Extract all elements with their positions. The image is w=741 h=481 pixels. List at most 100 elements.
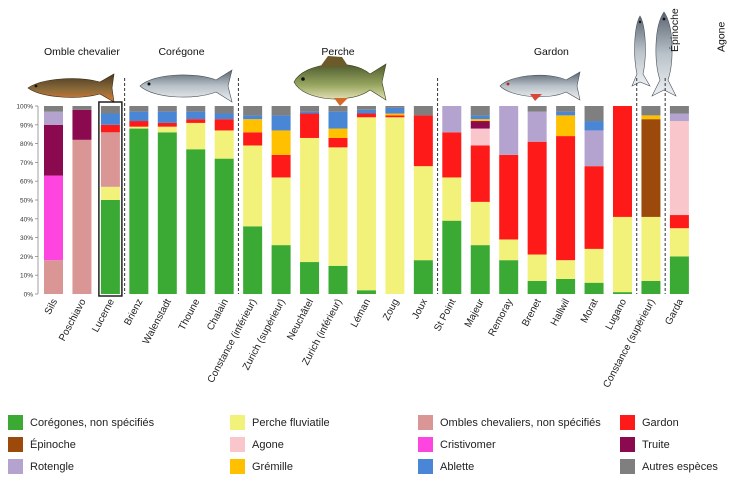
category-label: Sils <box>43 297 60 316</box>
bar-segment-perche <box>385 117 405 294</box>
bar-segment-coregone <box>243 226 263 294</box>
bar-segment-ablette <box>470 115 490 120</box>
bar-6 <box>214 106 234 294</box>
bar-segment-gardon <box>442 132 462 178</box>
legend-swatch <box>8 459 23 474</box>
bar-segment-autres <box>641 106 661 116</box>
bar-segment-coregone <box>356 290 376 294</box>
legend-swatch <box>8 437 23 452</box>
bar-segment-cristivomer <box>44 175 63 261</box>
bar-segment-gremille <box>328 128 348 138</box>
bar-segment-gardon <box>100 124 120 133</box>
bar-segment-perche <box>214 130 234 159</box>
bar-segment-gardon <box>214 119 234 131</box>
bar-segment-autres <box>556 106 576 112</box>
bar-8 <box>271 106 291 294</box>
bar-segment-gardon <box>527 141 547 255</box>
y-tick-label: 50% <box>20 198 33 205</box>
bar-segment-perche <box>129 126 149 129</box>
y-tick-label: 0% <box>24 292 34 299</box>
bar-segment-perche <box>356 117 376 291</box>
bar-segment-autres <box>356 106 376 110</box>
legend-label: Ombles chevaliers, non spécifiés <box>440 416 601 429</box>
legend-swatch <box>620 437 635 452</box>
bar-segment-coregone <box>214 158 234 294</box>
legend-swatch <box>620 415 635 430</box>
y-tick-label: 90% <box>20 122 33 129</box>
legend-label: Agone <box>252 438 284 451</box>
bar-18 <box>556 106 576 294</box>
bar-segment-gardon <box>300 113 320 138</box>
highlight-box <box>98 101 123 297</box>
bar-segment-perche <box>413 166 433 261</box>
category-label: Hallwil <box>549 297 572 328</box>
y-tick-label: 70% <box>20 160 33 167</box>
agone-illustration <box>651 11 677 97</box>
legend-swatch <box>418 437 433 452</box>
bar-segment-gardon <box>129 121 149 127</box>
bar-segment-ablette <box>385 107 405 114</box>
roach-illustration <box>499 71 581 101</box>
y-tick-label: 10% <box>20 273 33 280</box>
bar-segment-gardon <box>271 154 291 178</box>
legend-swatch <box>8 415 23 430</box>
bar-segment-gremille <box>271 130 291 155</box>
y-tick-label: 60% <box>20 179 33 186</box>
bar-segment-rotengle <box>499 106 519 155</box>
fish-illustrations <box>27 11 677 106</box>
legend-swatch <box>230 437 245 452</box>
bar-segment-coregone <box>300 262 320 294</box>
bar-segment-ablette <box>186 111 206 120</box>
bar-segment-gardon <box>356 113 376 118</box>
bar-segment-autres <box>44 106 63 112</box>
bar-segment-autres <box>584 106 604 122</box>
category-label: Neuchâtel <box>285 297 316 342</box>
legend-item-cristivomer: Cristivomer <box>418 437 496 452</box>
bar-segment-perche <box>641 216 661 281</box>
bar-segment-autres <box>300 106 320 112</box>
bar-segment-ablette <box>129 111 149 122</box>
bar-segment-ablette <box>214 113 234 120</box>
bar-17 <box>527 106 547 294</box>
category-label: Walenstadt <box>141 297 174 346</box>
bar-segment-gremille <box>243 119 263 133</box>
bar-14 <box>442 106 462 294</box>
bar-segment-gardon <box>613 106 632 217</box>
legend-swatch <box>230 459 245 474</box>
stickleback-illustration <box>631 15 651 87</box>
group-label: Perche <box>321 46 354 58</box>
category-label: Majeur <box>463 297 487 330</box>
group-label: Corégone <box>158 46 204 58</box>
bar-segment-truite <box>72 109 92 140</box>
bar-segment-autres <box>243 106 263 116</box>
bar-segment-perche <box>556 260 576 279</box>
legend-item-autres: Autres espèces <box>620 459 718 474</box>
bar-segment-ablette <box>157 111 177 123</box>
legend-label: Corégones, non spécifiés <box>30 416 155 429</box>
bar-segment-omble <box>44 260 63 294</box>
bar-segment-perche <box>527 254 547 281</box>
bar-segment-gardon <box>243 132 263 146</box>
bar-segment-omble <box>72 139 92 294</box>
bars <box>44 101 689 297</box>
bar-20 <box>613 106 632 294</box>
bar-segment-autres <box>328 106 348 112</box>
legend-item-omble: Ombles chevaliers, non spécifiés <box>418 415 601 430</box>
bar-segment-perche <box>442 177 462 221</box>
bar-segment-perche <box>499 239 519 261</box>
bar-segment-ablette <box>356 109 376 114</box>
y-tick-label: 100% <box>16 104 33 111</box>
legend-item-rotengle: Rotengle <box>8 459 74 474</box>
bar-segment-coregone <box>527 280 547 294</box>
bar-segment-coregone <box>157 132 177 294</box>
bar-segment-coregone <box>499 260 519 294</box>
y-tick-label: 20% <box>20 254 33 261</box>
group-label: Omble chevalier <box>44 46 120 58</box>
bar-segment-autres <box>470 106 490 116</box>
bar-segment-omble <box>100 132 120 187</box>
bar-segment-autres <box>214 106 234 114</box>
bar-segment-coregone <box>442 220 462 294</box>
bar-segment-autres <box>385 106 405 108</box>
bar-segment-perche <box>669 228 689 257</box>
